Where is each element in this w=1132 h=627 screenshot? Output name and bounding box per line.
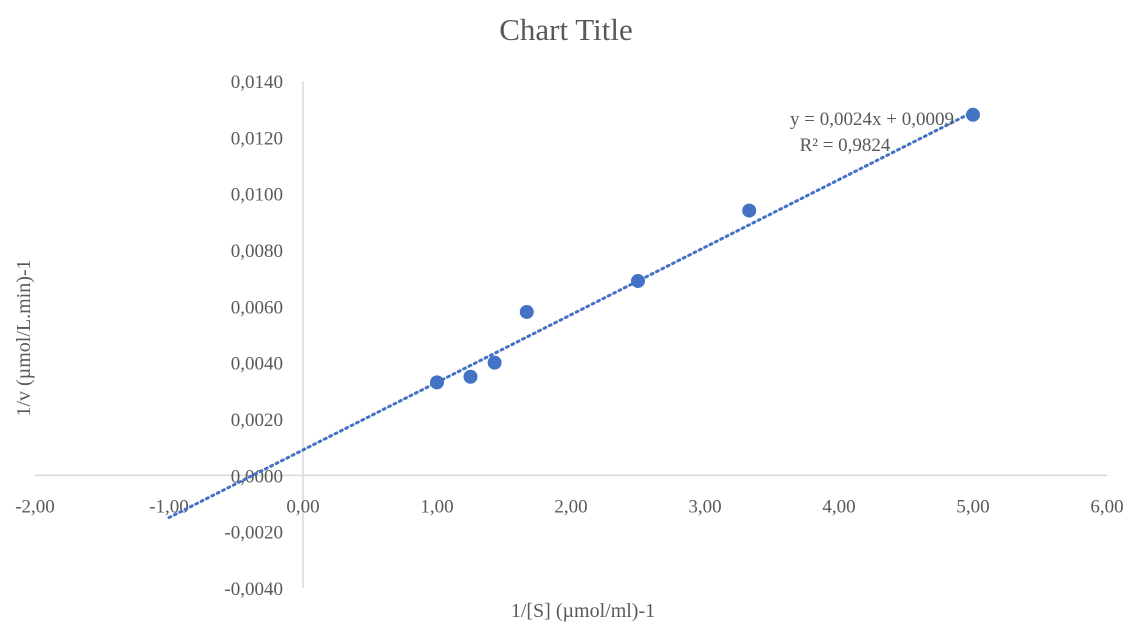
trendline-layer [167,110,975,520]
y-tick-label: -0,0020 [224,523,283,544]
trendline [167,110,975,520]
data-point [519,304,534,319]
y-tick-label: 0,0080 [231,241,283,262]
trendline-equation: y = 0,0024x + 0,0009 [790,109,954,130]
data-point [463,369,478,384]
data-point [742,203,757,218]
data-point [631,273,645,288]
x-tick-label: 3,00 [688,496,721,517]
x-tick-label: 6,00 [1090,496,1123,517]
data-point [430,375,444,390]
data-points [430,107,980,390]
y-tick-label: 0,0040 [231,354,283,375]
y-tick-label: 0,0020 [231,410,283,431]
data-point [487,355,502,370]
y-tick-label: 0,0140 [231,72,283,93]
y-axis-label: 1/v (µmol/L.min)-1 [13,259,35,416]
chart-title: Chart Title [499,12,633,47]
y-tick-label: -0,0040 [224,579,283,600]
y-tick-label: 0,0000 [231,466,283,487]
x-tick-label: 5,00 [956,496,989,517]
y-tick-label: 0,0120 [231,128,283,149]
x-axis-label: 1/[S] (µmol/ml)-1 [511,600,655,622]
trendline-r-squared: R² = 0,9824 [800,135,891,156]
x-tick-label: -2,00 [15,496,55,517]
y-tick-label: 0,0100 [231,185,283,206]
x-tick-label: 2,00 [554,496,587,517]
x-tick-label: -1,00 [149,496,189,517]
x-tick-label: 0,00 [286,496,319,517]
x-tick-label: 1,00 [420,496,453,517]
x-tick-label: 4,00 [822,496,855,517]
y-tick-label: 0,0060 [231,297,283,318]
axes: -2,00 -1,00 0,00 1,00 2,00 3,00 4,00 5,00 6,00 -0… [15,72,1123,600]
data-point [966,107,980,122]
